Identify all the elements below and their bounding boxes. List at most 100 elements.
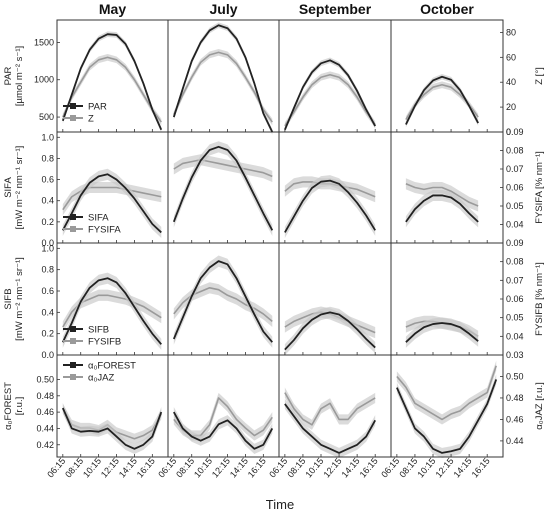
y-tick-label-left-alpha: 0.48 [36, 391, 54, 401]
x-tick-label: 16:15 [470, 456, 492, 480]
line-SIFA-july [172, 145, 274, 231]
y-axis-label-left-sifb: SIFB [3, 288, 14, 309]
panel-alpha-july [167, 354, 280, 458]
x-tick-label: 16:15 [358, 456, 380, 480]
x-tick-label: 10:15 [415, 456, 437, 480]
y-tick-label-right-sifa: 0.07 [506, 164, 524, 174]
y-axis-unit-left-sifb: [mW m⁻² nm⁻¹ sr⁻¹] [14, 257, 25, 341]
line-SIFB-july [172, 260, 273, 343]
legend-label-alpha: α₀FOREST [88, 361, 136, 372]
y-tick-label-left-alpha: 0.50 [36, 374, 54, 384]
line-SIFB-may [62, 277, 162, 345]
line-Z-july [173, 51, 273, 123]
band-Z-july [173, 48, 273, 126]
y-tick-label-right-par: 40 [506, 77, 516, 87]
line-Z-may [62, 56, 162, 123]
line-SIFA-september [284, 179, 376, 233]
panel-sifb-september [278, 242, 392, 356]
y-tick-label-left-sifb: 0.0 [41, 350, 54, 360]
y-tick-label-left-sifb: 0.6 [41, 286, 54, 296]
y-tick-label-right-sifa: 0.04 [506, 220, 524, 230]
y-axis-label-right-sifb: FYSIFB [% nm⁻¹] [534, 262, 545, 336]
band-α₀JAZ-july [173, 392, 273, 441]
y-tick-label-left-par: 500 [39, 112, 54, 122]
x-tick-label: 10:15 [192, 456, 214, 480]
band-SIFA-july [173, 141, 273, 236]
panel-alpha-october [390, 354, 504, 459]
line-PAR-september [284, 59, 376, 131]
panel-par-october [390, 19, 504, 133]
y-axis-label-right-sifa: FYSIFA [% nm⁻¹] [534, 151, 545, 224]
y-tick-label-right-par: 20 [506, 102, 516, 112]
line-SIFA-october [405, 194, 479, 223]
band-α₀FOREST-october [396, 374, 497, 459]
y-tick-label-left-sifa: 0.0 [41, 238, 54, 248]
line-α₀FOREST-may [61, 407, 163, 450]
line-PAR-october [405, 75, 479, 125]
band-α₀FOREST-september [284, 398, 376, 459]
y-axis-label-right-alpha: α₀JAZ [r.u.] [534, 382, 545, 429]
y-tick-label-right-alpha: 0.46 [506, 414, 524, 424]
x-tick-label: 06:15 [156, 456, 178, 480]
line-FYSIFA-may [62, 186, 162, 211]
band-Z-september [284, 71, 376, 130]
y-axis-label-right-par: Z [°] [534, 67, 545, 85]
x-tick-label: 12:15 [433, 456, 455, 480]
y-tick-label-left-alpha: 0.44 [36, 423, 54, 433]
y-tick-label-left-sifb: 0.2 [41, 329, 54, 339]
panel-alpha-september [278, 354, 392, 459]
y-tick-label-right-alpha: 0.48 [506, 393, 524, 403]
panel-sifb-october [390, 242, 504, 356]
line-FYSIFA-october [405, 183, 479, 207]
x-tick-label: 10:15 [303, 456, 325, 480]
band-FYSIFB-july [173, 282, 273, 327]
x-tick-label: 06:15 [45, 456, 67, 480]
y-tick-label-right-sifa: 0.08 [506, 146, 524, 156]
x-tick-label: 14:15 [340, 456, 362, 480]
y-tick-label-right-par: 80 [506, 27, 516, 37]
legend-marker-alpha [70, 362, 76, 368]
y-axis-unit-left-alpha: [r.u.] [14, 397, 25, 415]
legend-marker-sifb [70, 326, 76, 332]
y-tick-label-right-sifb: 0.08 [506, 257, 524, 267]
x-tick-label: 14:15 [117, 456, 139, 480]
y-tick-label-right-alpha: 0.44 [506, 436, 524, 446]
month-title-september: September [299, 1, 372, 17]
legend-marker-par [70, 103, 76, 109]
line-FYSIFA-july [173, 158, 273, 178]
band-PAR-may [62, 31, 162, 133]
panel-sifa-july [167, 131, 280, 244]
y-tick-label-left-sifb: 0.4 [41, 307, 54, 317]
x-tick-label: 08:15 [285, 456, 307, 480]
y-tick-label-left-sifa: 1.0 [41, 132, 54, 142]
y-tick-label-right-sifb: 0.07 [506, 275, 524, 285]
y-axis-unit-left-sifa: [mW m⁻² nm⁻¹ sr⁻¹] [14, 146, 25, 230]
band-SIFA-october [405, 189, 479, 228]
band-Z-may [62, 53, 162, 126]
x-tick-label: 12:15 [99, 456, 121, 480]
x-tick-label: 14:15 [228, 456, 250, 480]
band-FYSIFA-october [405, 178, 479, 212]
y-axis-label-left-alpha: α₀FOREST [3, 382, 14, 430]
line-α₀FOREST-october [396, 379, 498, 454]
y-tick-label-right-sifb: 0.05 [506, 313, 524, 323]
legend-label-sifb: FYSIFB [88, 337, 121, 348]
x-tick-label: 12:15 [210, 456, 232, 480]
y-tick-label-right-sifb: 0.04 [506, 331, 524, 341]
x-tick-label: 10:15 [81, 456, 103, 480]
y-axis-label-left-sifa: SIFA [3, 177, 14, 198]
legend-label-sifa: FYSIFA [88, 225, 121, 236]
line-SIFB-october [405, 322, 479, 343]
x-tick-label: 08:15 [397, 456, 419, 480]
y-tick-label-left-par: 1000 [34, 75, 54, 85]
band-SIFB-september [284, 306, 376, 356]
line-SIFA-may [62, 173, 162, 234]
legend-marker-sifb [70, 338, 76, 344]
panel-frame-alpha-october [390, 354, 504, 458]
panel-par-september [278, 19, 392, 133]
y-axis-unit-left-par: [µmol m⁻² s⁻¹] [14, 46, 25, 106]
legend-marker-sifa [70, 226, 76, 232]
legend-marker-alpha [70, 374, 76, 380]
line-α₀JAZ-september [284, 392, 376, 426]
